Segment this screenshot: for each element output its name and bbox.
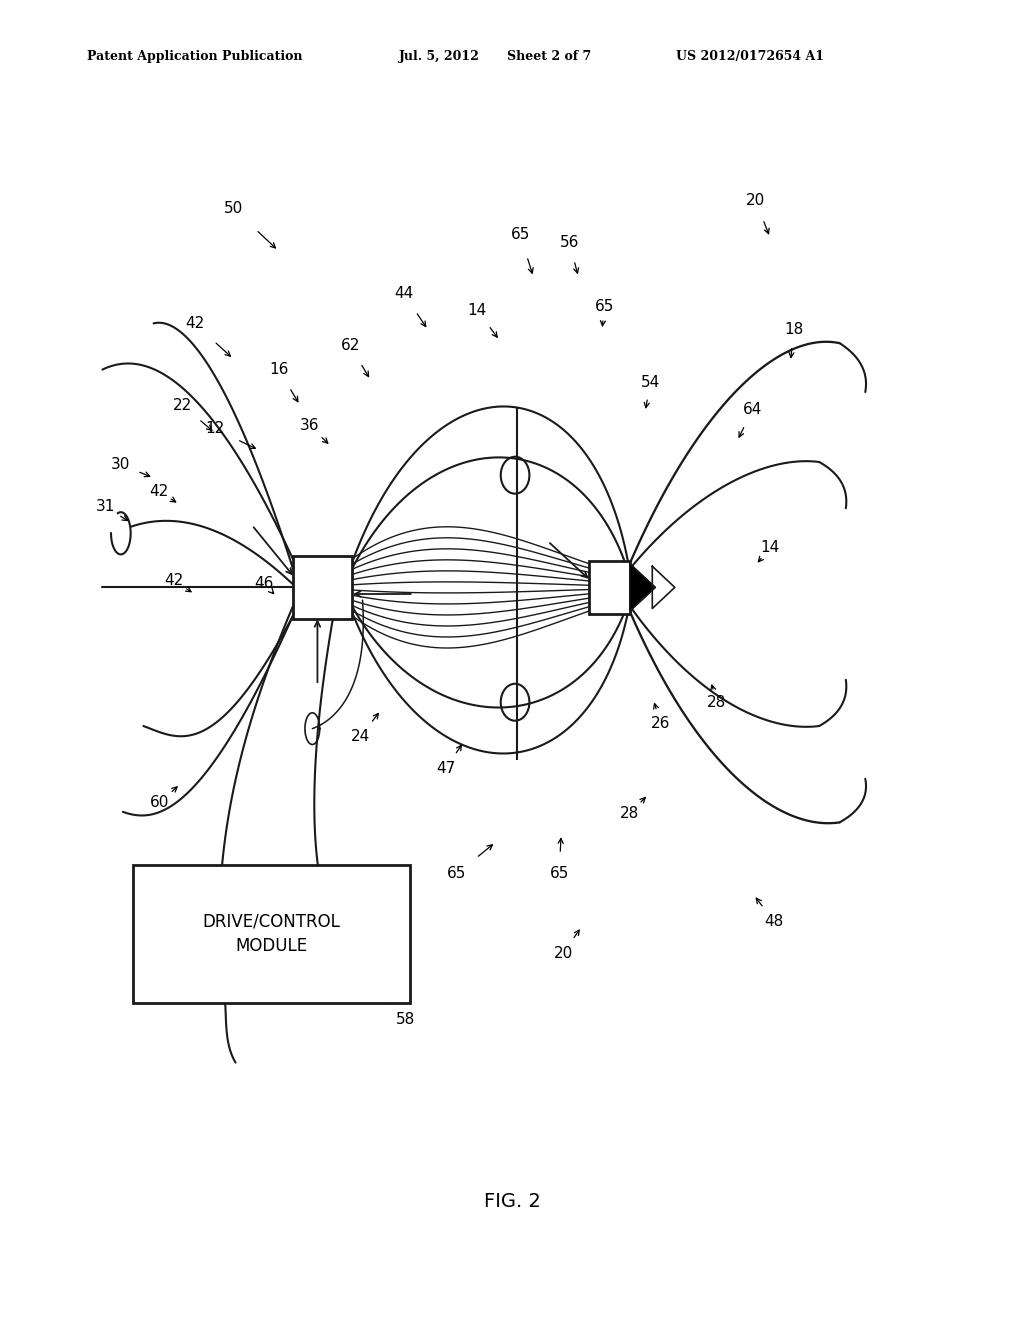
Text: US 2012/0172654 A1: US 2012/0172654 A1 bbox=[676, 50, 824, 63]
Text: Sheet 2 of 7: Sheet 2 of 7 bbox=[507, 50, 591, 63]
Text: 18: 18 bbox=[784, 322, 803, 338]
Text: 16: 16 bbox=[269, 362, 288, 378]
Text: DRIVE/CONTROL
MODULE: DRIVE/CONTROL MODULE bbox=[203, 912, 340, 956]
Text: 36: 36 bbox=[299, 417, 319, 433]
Text: 48: 48 bbox=[765, 913, 783, 929]
Text: FIG. 2: FIG. 2 bbox=[483, 1192, 541, 1210]
Text: 64: 64 bbox=[743, 401, 762, 417]
Text: 26: 26 bbox=[651, 715, 670, 731]
Text: 60: 60 bbox=[151, 795, 169, 810]
Polygon shape bbox=[630, 564, 655, 611]
Text: Jul. 5, 2012: Jul. 5, 2012 bbox=[399, 50, 480, 63]
Text: 42: 42 bbox=[185, 315, 204, 331]
Text: 47: 47 bbox=[436, 760, 455, 776]
Text: Patent Application Publication: Patent Application Publication bbox=[87, 50, 302, 63]
Text: 62: 62 bbox=[341, 338, 359, 354]
Text: 65: 65 bbox=[550, 866, 568, 882]
Text: 20: 20 bbox=[746, 193, 765, 209]
Text: 28: 28 bbox=[621, 805, 639, 821]
Text: 65: 65 bbox=[447, 866, 466, 882]
Text: 34: 34 bbox=[316, 570, 335, 586]
Text: 31: 31 bbox=[96, 499, 115, 515]
Text: 50: 50 bbox=[224, 201, 243, 216]
Text: 65: 65 bbox=[511, 227, 529, 243]
Text: 44: 44 bbox=[394, 285, 413, 301]
Text: 54: 54 bbox=[641, 375, 659, 391]
Text: 24: 24 bbox=[351, 729, 370, 744]
Text: 14: 14 bbox=[761, 540, 779, 556]
Bar bbox=[589, 561, 630, 614]
Text: 42: 42 bbox=[150, 483, 168, 499]
Bar bbox=[133, 865, 410, 1003]
Text: 42: 42 bbox=[165, 573, 183, 589]
Text: 58: 58 bbox=[396, 1011, 415, 1027]
Text: 28: 28 bbox=[708, 694, 726, 710]
Text: 46: 46 bbox=[255, 576, 273, 591]
Text: 65: 65 bbox=[595, 298, 613, 314]
Bar bbox=[293, 556, 352, 619]
Text: 14: 14 bbox=[468, 302, 486, 318]
Text: 12: 12 bbox=[206, 421, 224, 437]
Text: 30: 30 bbox=[112, 457, 130, 473]
Text: 56: 56 bbox=[560, 235, 579, 251]
Text: 20: 20 bbox=[554, 945, 572, 961]
Text: 22: 22 bbox=[173, 397, 191, 413]
